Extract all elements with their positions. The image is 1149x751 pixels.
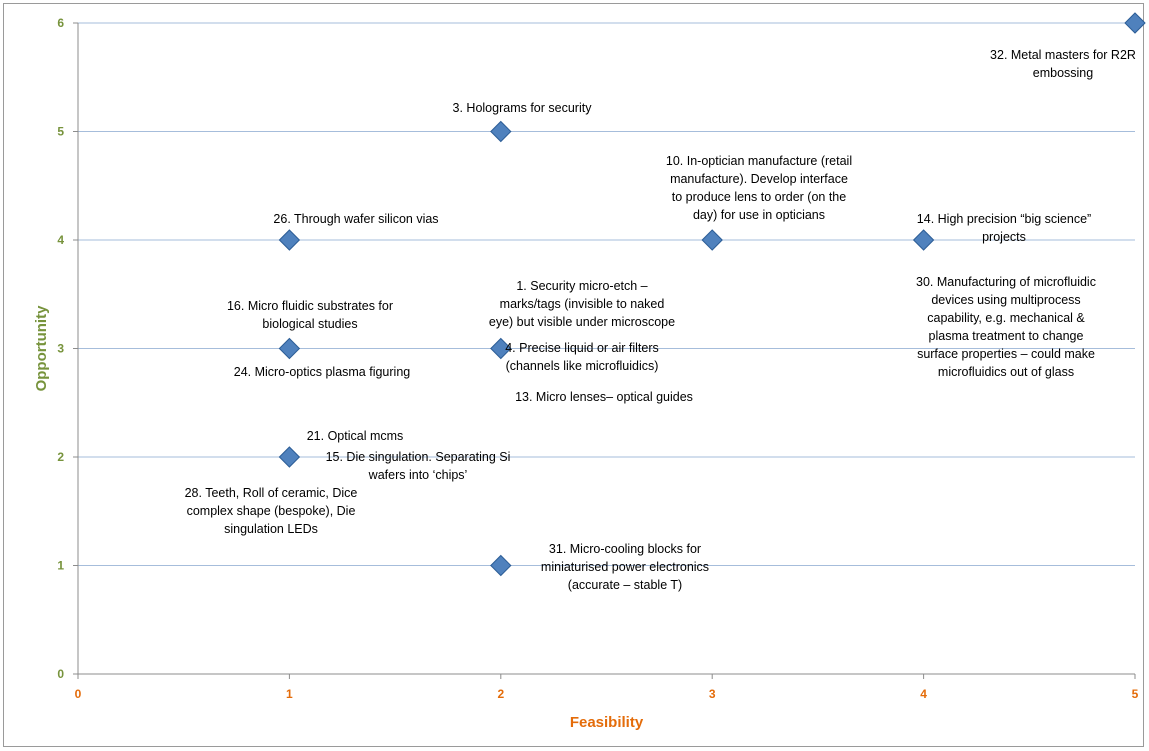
point-annotation: 10. In-optician manufacture (retail manuf… (666, 154, 852, 222)
point-annotation: 28. Teeth, Roll of ceramic, Dice complex … (185, 486, 358, 536)
point-annotation-line: 10. In-optician manufacture (retail (666, 154, 852, 168)
point-annotation-line: complex shape (bespoke), Die (187, 504, 356, 518)
x-tick-label: 0 (75, 687, 82, 701)
y-tick-label: 1 (57, 559, 64, 573)
point-annotation-line: 14. High precision “big science” (917, 212, 1091, 226)
data-point-marker (701, 229, 723, 251)
point-annotation: 13. Micro lenses– optical guides (515, 390, 693, 404)
point-annotation: 16. Micro fluidic substrates for biologic… (227, 299, 393, 331)
point-annotation-line: 28. Teeth, Roll of ceramic, Dice (185, 486, 358, 500)
point-annotation-line: biological studies (262, 317, 357, 331)
point-annotation-line: devices using multiprocess (931, 293, 1080, 307)
point-annotation-line: 16. Micro fluidic substrates for (227, 299, 393, 313)
data-point-marker (490, 120, 512, 143)
y-axis-title: Opportunity (33, 305, 50, 391)
point-annotation: 15. Die singulation. Separating Si wafers… (326, 450, 511, 482)
point-annotation-line: 24. Micro-optics plasma figuring (234, 365, 411, 379)
y-tick-label: 4 (57, 233, 64, 247)
point-annotation-line: miniaturised power electronics (541, 560, 709, 574)
data-point-marker (490, 554, 512, 577)
point-annotation: 4. Precise liquid or air filters (channel… (505, 341, 659, 373)
point-annotation-line: surface properties – could make (917, 347, 1095, 361)
point-annotation-line: eye) but visible under microscope (489, 315, 675, 329)
point-annotation-line: (accurate – stable T) (568, 578, 682, 592)
y-tick-label: 6 (57, 16, 64, 30)
x-tick-label: 2 (497, 687, 504, 701)
point-annotation-line: plasma treatment to change (929, 329, 1084, 343)
point-annotation-line: embossing (1033, 66, 1093, 80)
point-annotation-line: microfluidics out of glass (938, 365, 1074, 379)
x-tick-label: 5 (1132, 687, 1139, 701)
point-annotation-line: capability, e.g. mechanical & (927, 311, 1085, 325)
point-annotation-line: to produce lens to order (on the (672, 190, 846, 204)
point-annotation-line: 32. Metal masters for R2R (990, 48, 1136, 62)
x-tick-label: 4 (920, 687, 927, 701)
point-annotation: 21. Optical mcms (307, 429, 404, 443)
point-annotation-line: singulation LEDs (224, 522, 318, 536)
y-tick-label: 0 (57, 667, 64, 681)
data-point-marker (278, 229, 301, 251)
point-annotation-line: projects (982, 230, 1026, 244)
point-annotation: 24. Micro-optics plasma figuring (234, 365, 411, 379)
chart-frame (3, 3, 1144, 747)
point-annotation-line: (channels like microfluidics) (506, 359, 659, 373)
point-annotation-line: 3. Holograms for security (453, 101, 593, 115)
point-annotation-line: 26. Through wafer silicon vias (273, 212, 438, 226)
point-annotation-line: 1. Security micro-etch – (516, 279, 647, 293)
point-annotation-line: 30. Manufacturing of microfluidic (916, 275, 1096, 289)
data-point-marker (912, 229, 935, 251)
x-tick-label: 3 (709, 687, 716, 701)
point-annotation-line: day) for use in opticians (693, 208, 825, 222)
data-point-marker (490, 337, 512, 360)
point-annotation-line: 4. Precise liquid or air filters (505, 341, 659, 355)
y-tick-label: 3 (57, 342, 64, 356)
point-annotation-line: 31. Micro-cooling blocks for (549, 542, 701, 556)
point-annotation-line: 13. Micro lenses– optical guides (515, 390, 693, 404)
point-annotation: 26. Through wafer silicon vias (273, 212, 438, 226)
data-point-marker (278, 446, 301, 468)
point-annotation-line: 15. Die singulation. Separating Si (326, 450, 511, 464)
x-axis-title: Feasibility (570, 714, 644, 731)
point-annotation: 1. Security micro-etch – marks/tags (invi… (489, 279, 675, 329)
y-tick-label: 5 (57, 125, 64, 139)
y-tick-label: 2 (57, 450, 64, 464)
data-point-marker (1124, 12, 1146, 34)
point-annotation: 31. Micro-cooling blocks for miniaturised… (541, 542, 709, 592)
data-point-marker (278, 337, 301, 360)
point-annotation-line: marks/tags (invisible to naked (500, 297, 665, 311)
point-annotation: 3. Holograms for security (453, 101, 593, 115)
point-annotation-line: 21. Optical mcms (307, 429, 404, 443)
point-annotation: 14. High precision “big science” projects (917, 212, 1091, 244)
point-annotation: 30. Manufacturing of microfluidic devices… (916, 275, 1096, 379)
point-annotation-line: manufacture). Develop interface (670, 172, 848, 186)
x-tick-label: 1 (286, 687, 293, 701)
point-annotation: 32. Metal masters for R2R embossing (990, 48, 1136, 80)
point-annotation-line: wafers into ‘chips’ (368, 468, 468, 482)
